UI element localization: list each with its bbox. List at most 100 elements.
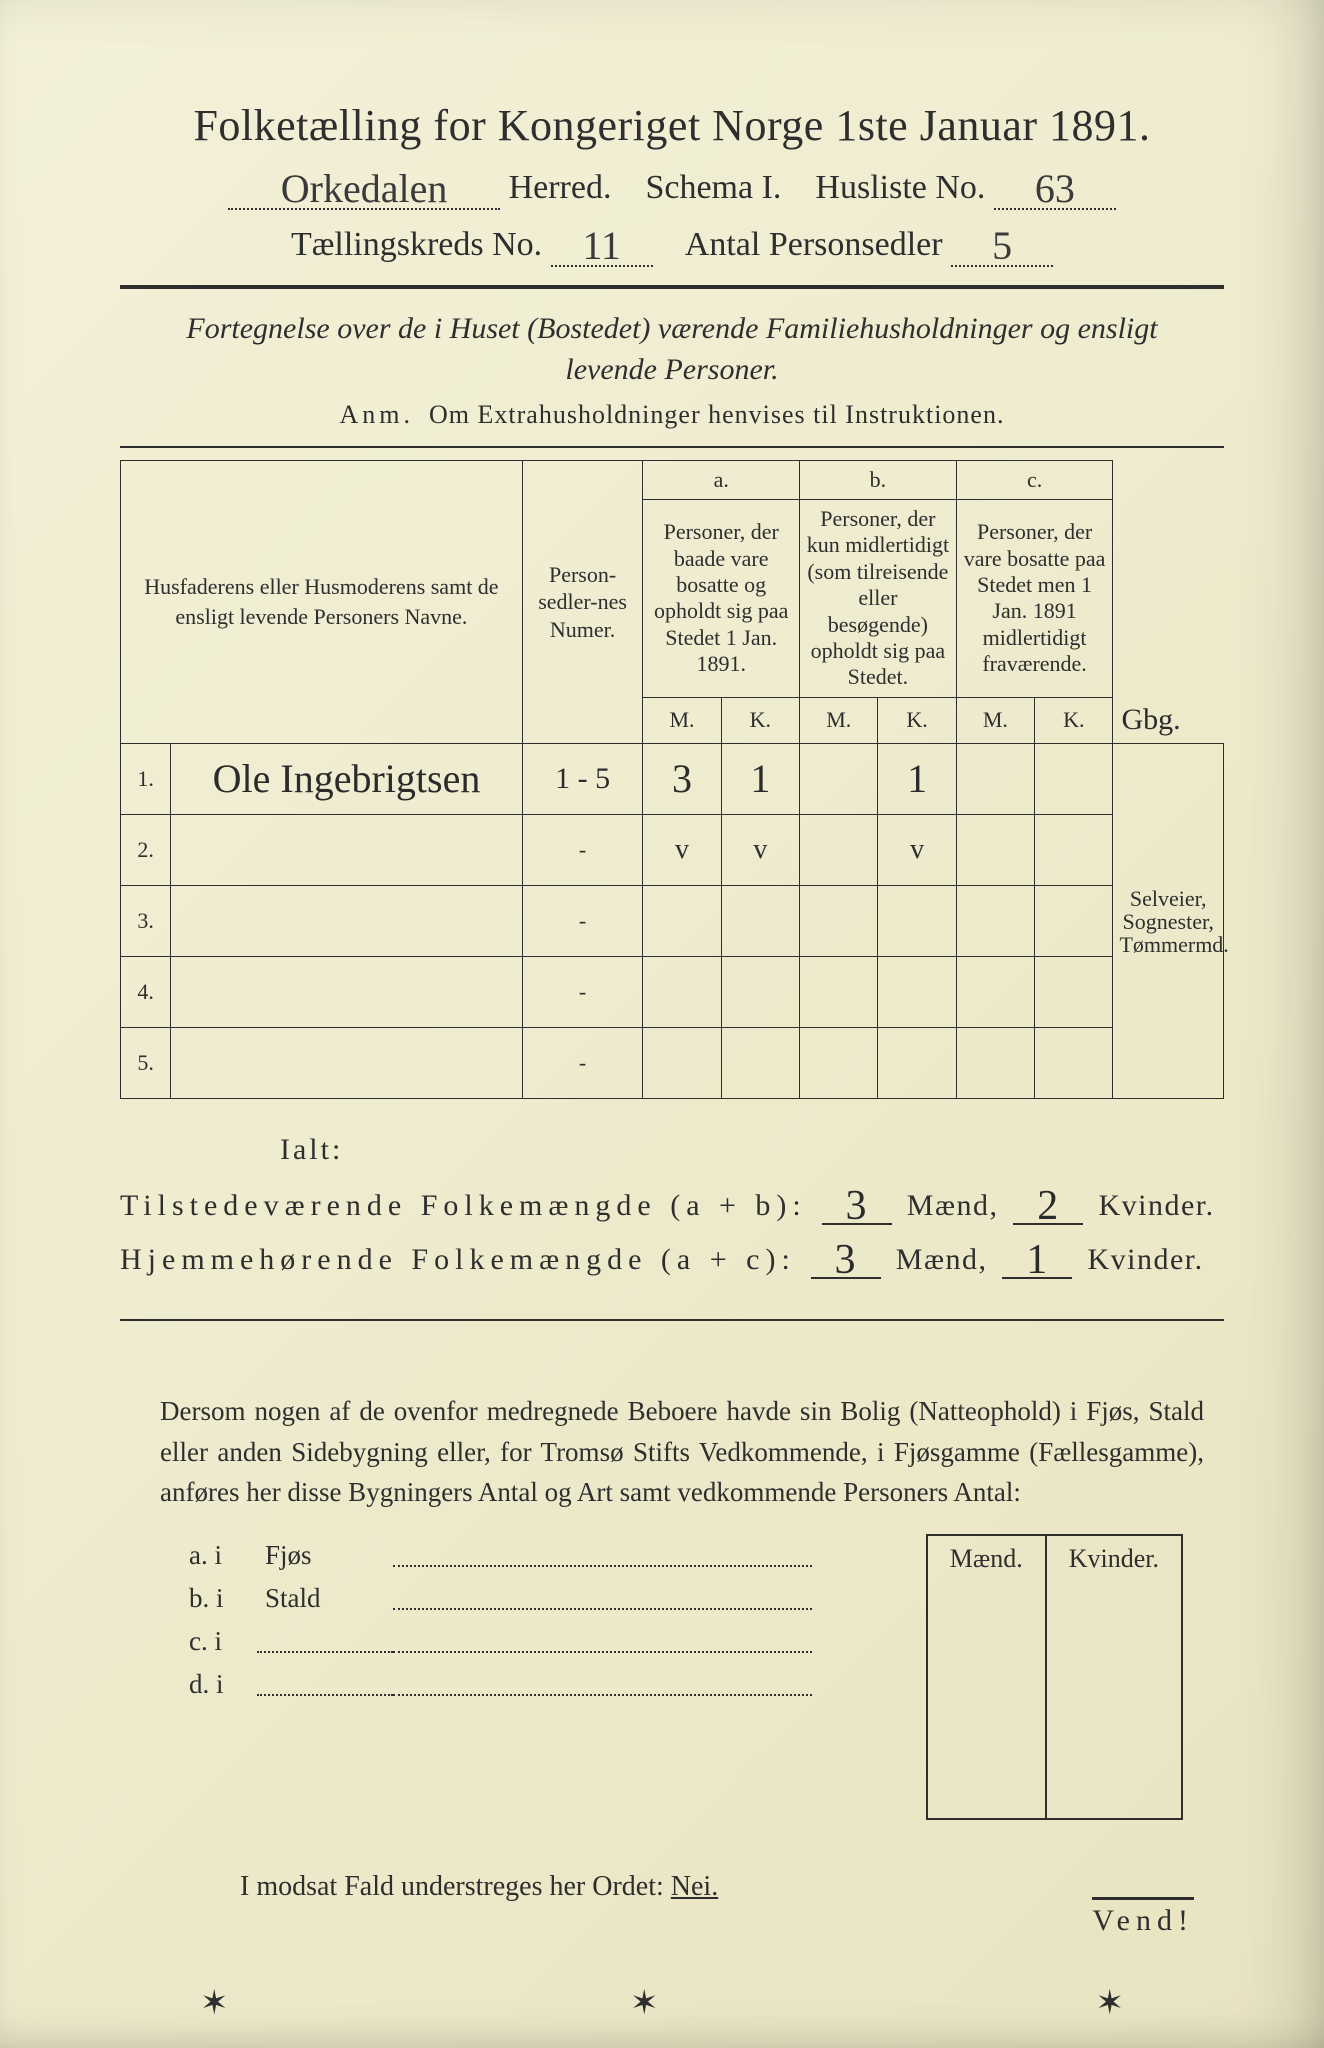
- crop-mark-icon: ✶: [1096, 1983, 1125, 2023]
- cell-a-k: [721, 886, 799, 957]
- mk-kvinder-cell: [1046, 1582, 1182, 1819]
- table-head: Husfaderens eller Husmoderens samt de en…: [121, 461, 1224, 744]
- cell-a-m: [643, 886, 721, 957]
- husliste-label: Husliste No.: [815, 169, 985, 206]
- cell-c-k: [1035, 886, 1113, 957]
- cell-a-m: [643, 957, 721, 1028]
- mk-maend-cell: [927, 1582, 1046, 1819]
- table-row: 5. -: [121, 1028, 1224, 1099]
- cell-a-m: 3: [643, 744, 721, 815]
- cell-b-m: [800, 957, 878, 1028]
- annotation-line: Anm. Om Extrahusholdninger henvises til …: [120, 400, 1224, 430]
- crop-mark-icon: ✶: [630, 1983, 659, 2023]
- table-row: 4. -: [121, 957, 1224, 1028]
- census-table: Husfaderens eller Husmoderens samt de en…: [120, 460, 1224, 1099]
- col-c-text: Personer, der vare bosatte paa Stedet me…: [956, 500, 1113, 698]
- crop-mark-icon: ✶: [200, 1983, 229, 2023]
- item-label: d. i: [181, 1663, 257, 1706]
- mk-kvinder-header: Kvinder.: [1046, 1535, 1182, 1582]
- row-index: 4.: [121, 957, 171, 1028]
- item-label: c. i: [181, 1620, 257, 1663]
- cell-b-k: [878, 886, 956, 957]
- list-item: b. i Stald: [181, 1577, 812, 1620]
- kvinder-label: Kvinder.: [1087, 1243, 1203, 1276]
- row-index: 5.: [121, 1028, 171, 1099]
- col-b-label: b.: [800, 461, 957, 500]
- cell-a-m: [643, 1028, 721, 1099]
- cell-a-k: [721, 1028, 799, 1099]
- anm-prefix: Anm.: [340, 400, 415, 429]
- cell-b-k: [878, 957, 956, 1028]
- ac-k-value: 1: [1002, 1235, 1072, 1279]
- col-b-k: K.: [878, 697, 956, 744]
- cell-c-m: [956, 1028, 1034, 1099]
- dotted-fill: [393, 1534, 812, 1577]
- list-item: c. i: [181, 1620, 812, 1663]
- margin-heading: Gbg.: [1113, 697, 1224, 744]
- cell-b-m: [800, 815, 878, 886]
- row-index: 3.: [121, 886, 171, 957]
- ac-label: Hjemmehørende Folkemængde (a + c):: [120, 1243, 796, 1276]
- cell-c-m: [956, 744, 1034, 815]
- row-name: [171, 886, 523, 957]
- item-type: Fjøs: [257, 1534, 393, 1577]
- schema-label: Schema I.: [645, 169, 781, 206]
- col-c-label: c.: [956, 461, 1113, 500]
- item-type: [257, 1663, 393, 1706]
- item-label: b. i: [181, 1577, 257, 1620]
- cell-b-m: [800, 886, 878, 957]
- form-subtitle: Fortegnelse over de i Huset (Bostedet) v…: [160, 309, 1184, 390]
- col-b-text: Personer, der kun midlertidigt (som tilr…: [800, 500, 957, 698]
- table-row: 2. - v v v: [121, 815, 1224, 886]
- col-c-k: K.: [1035, 697, 1113, 744]
- husliste-value: 63: [994, 161, 1116, 210]
- row-numer: 1 - 5: [522, 744, 643, 815]
- totals-row-ac: Hjemmehørende Folkemængde (a + c): 3 Mæn…: [120, 1235, 1224, 1279]
- col-names: Husfaderens eller Husmoderens samt de en…: [121, 461, 523, 744]
- col-a-k: K.: [721, 697, 799, 744]
- col-c-m: M.: [956, 697, 1034, 744]
- cell-c-m: [956, 886, 1034, 957]
- census-form-page: Folketælling for Kongeriget Norge 1ste J…: [0, 0, 1324, 2048]
- sedler-value: 5: [951, 218, 1053, 267]
- divider: [120, 285, 1224, 289]
- table-row: 1. Ole Ingebrigtsen 1 - 5 3 1 1 Selveier…: [121, 744, 1224, 815]
- cell-b-k: v: [878, 815, 956, 886]
- col-a-text: Personer, der baade vare bosatte og opho…: [643, 500, 800, 698]
- side-building-list: a. i Fjøs b. i Stald c. i: [181, 1534, 812, 1706]
- row-numer: -: [522, 815, 643, 886]
- header-line-3: Tællingskreds No. 11 Antal Personsedler …: [120, 218, 1224, 267]
- cell-b-k: 1: [878, 744, 956, 815]
- cell-c-m: [956, 815, 1034, 886]
- margin-note: Selveier, Sognester, Tømmermd.: [1113, 744, 1224, 1099]
- cell-a-k: v: [721, 815, 799, 886]
- row-numer: -: [522, 957, 643, 1028]
- cell-c-k: [1035, 1028, 1113, 1099]
- kreds-label: Tællingskreds No.: [291, 226, 542, 263]
- ac-m-value: 3: [811, 1235, 881, 1279]
- herred-label: Herred.: [509, 169, 612, 206]
- maend-label: Mænd,: [896, 1243, 988, 1276]
- cell-a-m: v: [643, 815, 721, 886]
- col-a-label: a.: [643, 461, 800, 500]
- ab-k-value: 2: [1013, 1181, 1083, 1225]
- col-numer: Person-sedler-nes Numer.: [522, 461, 643, 744]
- table-row: 3. -: [121, 886, 1224, 957]
- cell-b-m: [800, 1028, 878, 1099]
- bottom-area: a. i Fjøs b. i Stald c. i: [180, 1533, 1184, 1821]
- mk-mini-table: Mænd. Kvinder.: [926, 1534, 1183, 1820]
- col-b-m: M.: [800, 697, 878, 744]
- table-body: 1. Ole Ingebrigtsen 1 - 5 3 1 1 Selveier…: [121, 744, 1224, 1099]
- modsat-line: I modsat Fald understreges her Ordet: Ne…: [240, 1871, 1224, 1903]
- row-name: [171, 1028, 523, 1099]
- row-name: [171, 815, 523, 886]
- cell-b-k: [878, 1028, 956, 1099]
- ab-m-value: 3: [822, 1181, 892, 1225]
- dotted-fill: [393, 1663, 812, 1706]
- col-a-m: M.: [643, 697, 721, 744]
- row-name: [171, 957, 523, 1028]
- cell-a-k: [721, 957, 799, 1028]
- margin-col-blank: [1113, 461, 1224, 698]
- cell-c-k: [1035, 744, 1113, 815]
- cell-c-k: [1035, 815, 1113, 886]
